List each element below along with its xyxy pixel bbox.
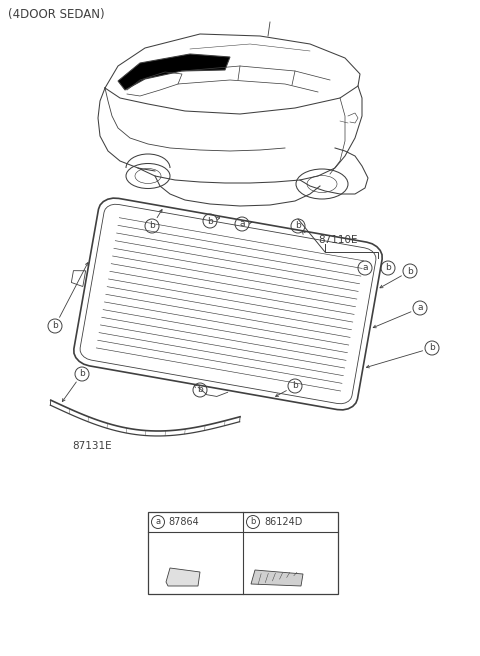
Text: a: a [156,518,161,527]
Text: b: b [429,344,435,352]
Text: a: a [362,264,368,272]
Text: b: b [385,264,391,272]
Text: a: a [417,304,423,312]
Polygon shape [72,271,85,287]
Text: 87864: 87864 [168,517,199,527]
Text: 86124D: 86124D [264,517,302,527]
Text: b: b [52,321,58,331]
Polygon shape [118,54,230,90]
Text: b: b [197,386,203,394]
Text: b: b [407,266,413,276]
Text: b: b [79,369,85,379]
Text: a: a [239,220,245,228]
Text: (4DOOR SEDAN): (4DOOR SEDAN) [8,8,105,21]
Polygon shape [166,568,200,586]
Text: b: b [250,518,256,527]
Text: b: b [295,222,301,230]
Text: 87131E: 87131E [72,441,112,451]
Text: b: b [292,382,298,390]
Bar [148,512,338,594]
Text: b: b [149,222,155,230]
Polygon shape [74,198,382,410]
Text: 87110E: 87110E [318,235,358,245]
Text: b: b [207,216,213,226]
Polygon shape [251,570,303,586]
